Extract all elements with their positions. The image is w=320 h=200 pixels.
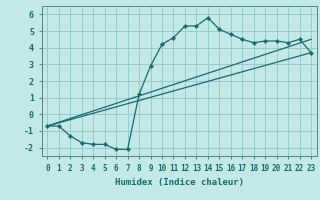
X-axis label: Humidex (Indice chaleur): Humidex (Indice chaleur) bbox=[115, 178, 244, 187]
